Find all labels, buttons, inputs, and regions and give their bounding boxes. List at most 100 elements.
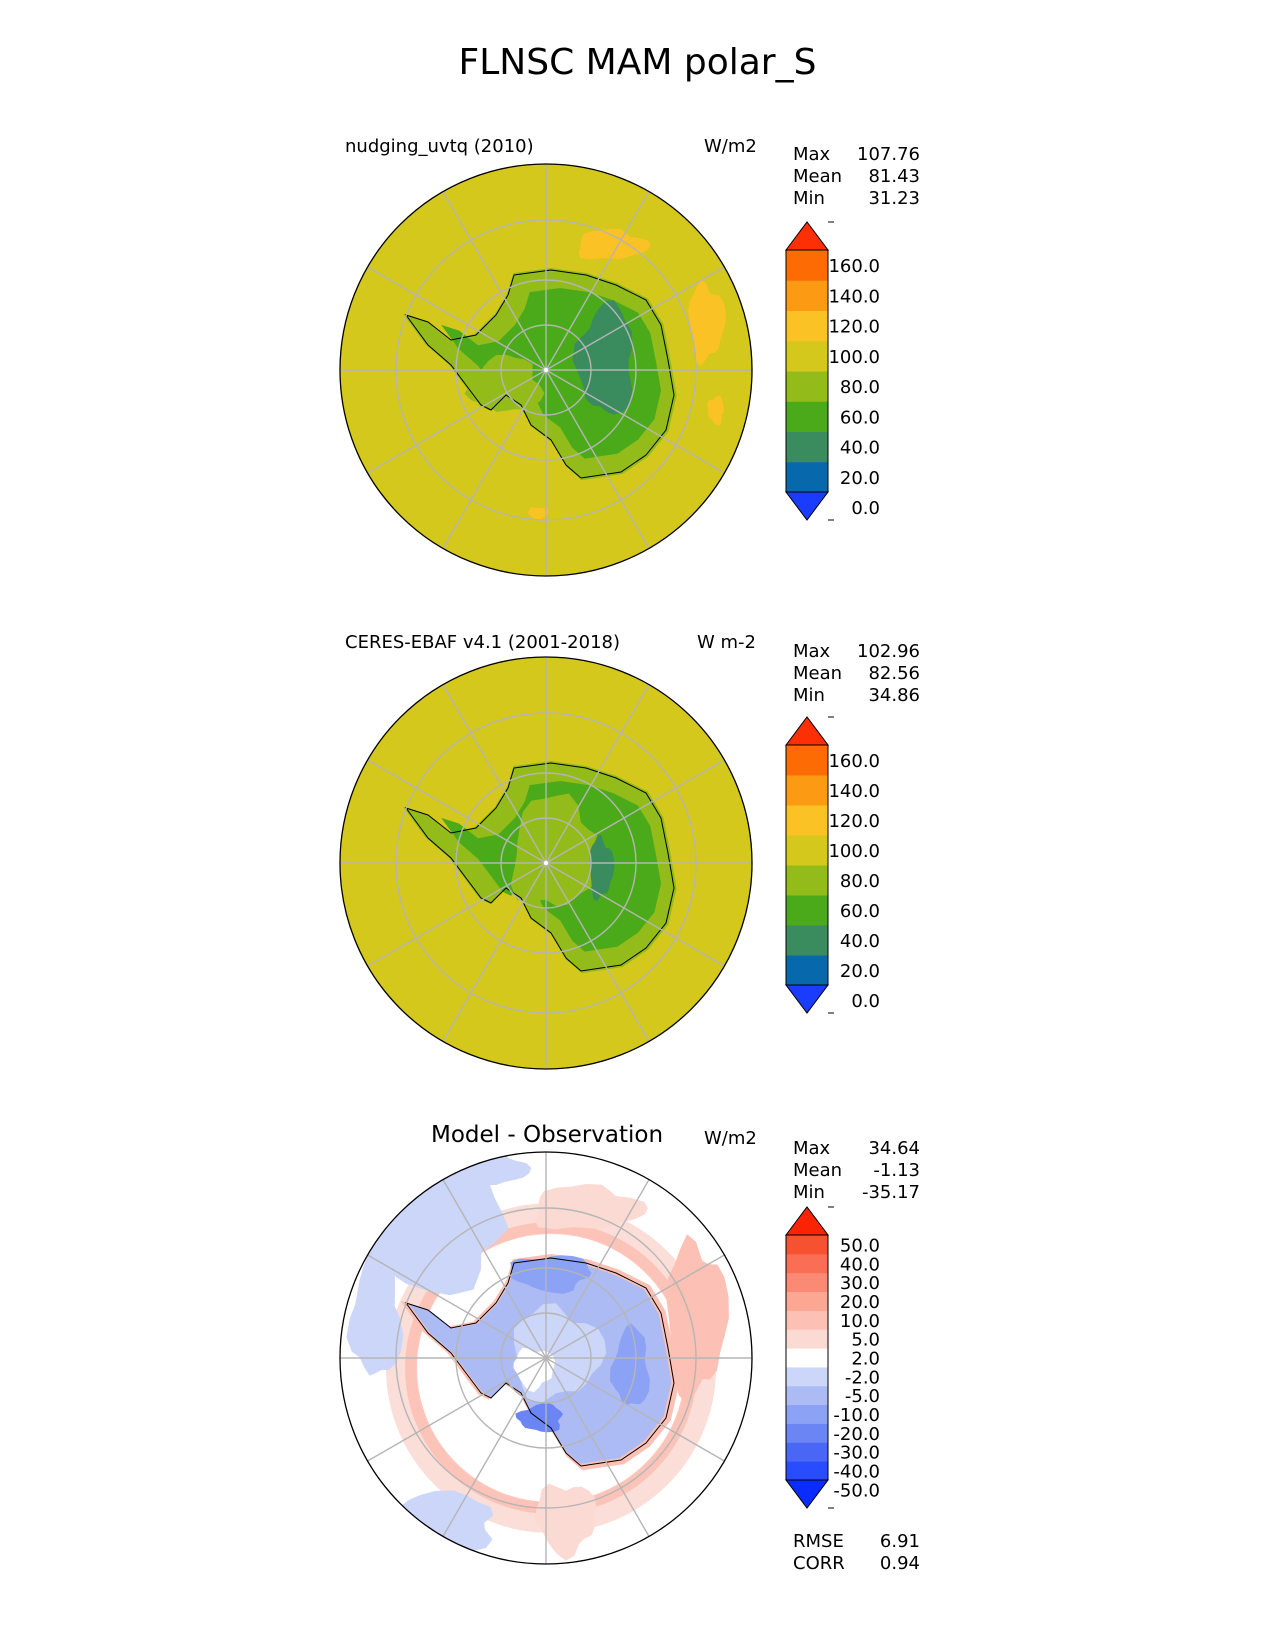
colorbar-segment <box>786 775 828 806</box>
panel2-stat-labels: Max Mean Min <box>793 641 842 707</box>
colorbar-tick-label: 80.0 <box>840 377 880 398</box>
colorbar-tick-label: -30.0 <box>833 1443 880 1464</box>
pole-marker <box>543 860 549 866</box>
colorbar-segment <box>786 401 828 432</box>
colorbar-segment <box>786 835 828 866</box>
stat-value-min: -35.17 <box>861 1182 920 1203</box>
colorbar-tick-label: 40.0 <box>840 438 880 459</box>
colorbar-tick-label: 100.0 <box>828 347 880 368</box>
colorbar-segment <box>786 461 828 493</box>
colorbar-segment <box>786 280 828 311</box>
map-boundary <box>339 1151 753 1565</box>
colorbar-tick-label: 140.0 <box>828 286 880 307</box>
negative-patch <box>346 1252 404 1376</box>
colorbar-tick-label: 20.0 <box>840 961 880 982</box>
panel3-stat-labels: Max Mean Min <box>793 1138 842 1204</box>
colorbar-tick-label: 20.0 <box>840 1292 880 1313</box>
panel1-title: nudging_uvtq (2010) <box>345 136 534 157</box>
negative-patch <box>364 1490 494 1553</box>
colorbar-segment <box>786 250 828 281</box>
colorbar-segment <box>786 1253 828 1274</box>
pole-marker <box>543 367 549 373</box>
stat-value-mean: -1.13 <box>873 1160 920 1181</box>
colorbar-tick-label: 60.0 <box>840 901 880 922</box>
colorbar-segment <box>786 865 828 896</box>
strong-negative-patch <box>515 1402 564 1433</box>
panel1-stat-labels: Max Mean Min <box>793 144 842 210</box>
colorbar-segment <box>786 371 828 402</box>
colorbar-tick-label: 30.0 <box>840 1273 880 1294</box>
colorbar-segment <box>786 895 828 926</box>
colorbar-tick-label: -5.0 <box>845 1386 880 1407</box>
polar-map-3 <box>340 1152 752 1564</box>
metric-value-rmse: 6.91 <box>879 1531 920 1552</box>
map-boundary <box>339 163 753 577</box>
stat-label-min: Min <box>793 1182 825 1203</box>
colorbar-frame <box>785 249 829 493</box>
colorbar-tick-label: -10.0 <box>833 1405 880 1426</box>
colorbar-tick-label: 120.0 <box>828 811 880 832</box>
colorbar-tick-label: -50.0 <box>833 1480 880 1501</box>
colorbar-tick-label: 10.0 <box>840 1311 880 1332</box>
colorbar-frame <box>785 744 829 986</box>
colorbar-tick-label: 0.0 <box>851 991 880 1012</box>
panel2-units: W m-2 <box>697 632 757 653</box>
colorbar-tick-label: 140.0 <box>828 781 880 802</box>
colorbar-segment <box>786 1461 828 1481</box>
panel2-title: CERES-EBAF v4.1 (2001-2018) <box>345 632 621 653</box>
panel1-units: W/m2 <box>704 136 757 157</box>
panel2-stat-values: 102.96 82.56 34.86 <box>840 641 920 707</box>
coastline <box>404 269 675 479</box>
colorbar-2: 160.0 140.0 120.0 100.0 80.0 60.0 40.0 20.0 0.0 <box>785 716 880 1014</box>
positive-patch <box>534 1184 648 1230</box>
colorbar-segment <box>786 1385 828 1406</box>
colorbar-1: 160.0 140.0 120.0 100.0 80.0 60.0 40.0 20.0 0.0 <box>785 221 880 521</box>
colorbar-extend-low <box>785 491 829 521</box>
colorbar-segment <box>786 1404 828 1424</box>
panel3-metric-values: 6.91 0.94 <box>840 1531 920 1575</box>
colorbar-3: 50.040.030.020.010.05.02.0-2.0-5.0-10.0-… <box>785 1206 880 1509</box>
stat-label-mean: Mean <box>793 166 843 187</box>
positive-patch <box>534 1483 597 1561</box>
colorbar-extend-low <box>785 1479 829 1509</box>
stat-value-mean: 82.56 <box>868 663 920 684</box>
colorbar-segment <box>786 1366 828 1387</box>
stat-label-min: Min <box>793 188 825 209</box>
stat-label-max: Max <box>793 144 831 165</box>
colorbar-tick-label: 50.0 <box>840 1235 880 1256</box>
interior-patch <box>464 354 545 412</box>
colorbar-segment <box>786 340 828 372</box>
cold-patch <box>589 834 615 901</box>
panel1-stat-values: 107.76 81.43 31.23 <box>840 144 920 210</box>
stat-value-max: 102.96 <box>857 641 920 662</box>
stat-value-mean: 81.43 <box>868 166 920 187</box>
colorbar-tick-label: 20.0 <box>840 468 880 489</box>
stat-value-min: 34.86 <box>868 685 920 706</box>
metric-label-rmse: RMSE <box>793 1531 844 1552</box>
colorbar-segment <box>786 925 828 956</box>
panel3-stat-values: 34.64 -1.13 -35.17 <box>840 1138 920 1204</box>
panel3-title: Model - Observation <box>431 1122 664 1148</box>
colorbar-segment <box>786 1272 828 1293</box>
positive-patch <box>666 1234 729 1406</box>
polar-map-1 <box>340 164 752 576</box>
colorbar-tick-label: 60.0 <box>840 407 880 428</box>
colorbar-tick-label: 100.0 <box>828 841 880 862</box>
colorbar-segment <box>786 1310 828 1330</box>
colorbar-frame <box>785 1234 829 1481</box>
colorbar-segment <box>786 1235 828 1255</box>
metric-value-corr: 0.94 <box>879 1553 920 1574</box>
colorbar-tick-label: -2.0 <box>845 1367 880 1388</box>
colorbar-tick-label: 120.0 <box>828 317 880 338</box>
coastline <box>404 762 675 972</box>
warm-patch <box>688 279 726 367</box>
meridian-gridline <box>442 1179 650 1537</box>
coastline <box>404 1257 675 1467</box>
warm-patch <box>707 395 725 426</box>
stat-value-max: 107.76 <box>857 144 920 165</box>
colorbar-tick-label: 40.0 <box>840 1254 880 1275</box>
interior-patch <box>510 793 607 906</box>
stat-value-min: 31.23 <box>868 188 920 209</box>
colorbar-segment <box>786 1442 828 1462</box>
